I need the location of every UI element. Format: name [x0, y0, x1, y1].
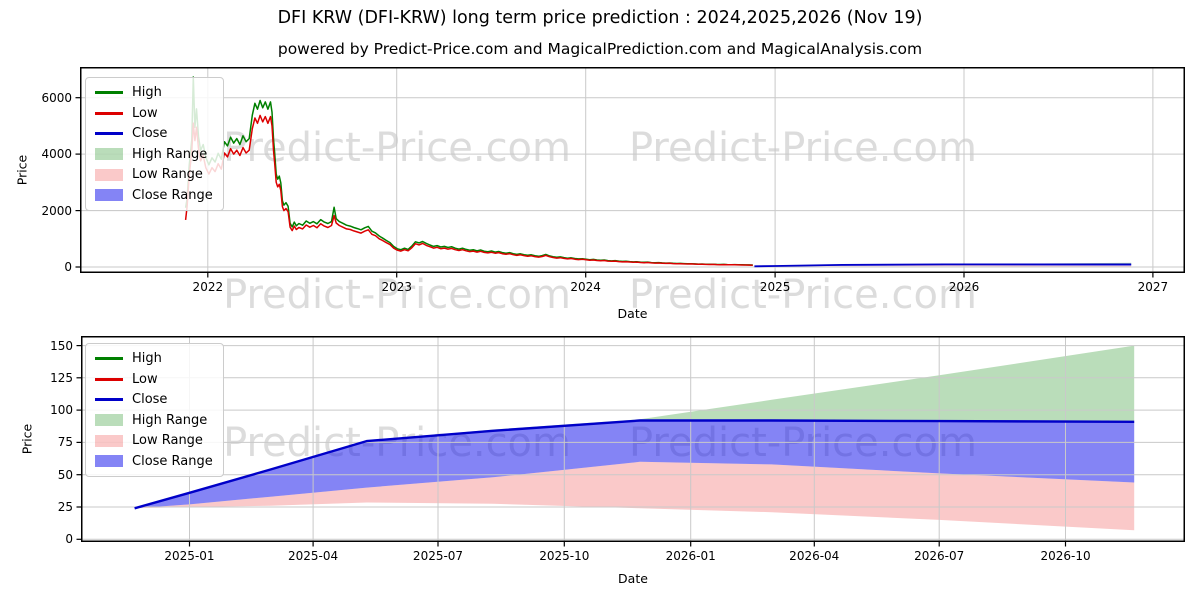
y-axis-label: Price: [19, 423, 35, 455]
price-history-chart: [75, 67, 1185, 278]
chart-powered-by-subtitle: powered by Predict-Price.com and Magical…: [277, 40, 923, 58]
x-tick-label: 2025-01: [164, 549, 215, 563]
legend-item-high: High: [95, 351, 213, 366]
low-range-fill: [134, 461, 1135, 531]
high-range-fill: [134, 345, 1135, 509]
y-tick-label: 25: [57, 499, 73, 514]
y-tick-label: 100: [50, 403, 73, 418]
legend-line-swatch: [95, 111, 123, 115]
legend-item-low: Low: [95, 106, 213, 121]
y-tick-label: 75: [57, 435, 73, 450]
x-tick-label: 2025-07: [412, 549, 464, 563]
legend-item-high-range: High Range: [95, 413, 213, 428]
legend-label: Close: [132, 126, 168, 141]
y-tick-label: 2000: [41, 203, 72, 218]
legend-patch-swatch: [95, 414, 123, 426]
x-tick-label: 2022: [192, 280, 224, 294]
legend-patch-swatch: [95, 434, 123, 447]
legend-item-low: Low: [95, 372, 213, 387]
close-line: [754, 263, 1132, 268]
x-axis-label: Date: [617, 306, 648, 321]
x-tick-label: 2027: [1137, 280, 1169, 294]
legend-item-close: Close: [95, 126, 213, 141]
chart-title: DFI KRW (DFI-KRW) long term price predic…: [277, 8, 923, 28]
x-tick-label: 2026-01: [665, 549, 716, 563]
x-tick-label: 2025-04: [287, 549, 339, 563]
y-tick-label: 0: [65, 532, 73, 547]
legend-patch-swatch: [95, 455, 123, 467]
legend-label: High Range: [132, 412, 208, 428]
y-tick-label: 150: [50, 338, 73, 353]
close-line: [134, 419, 1135, 510]
y-tick-label: 6000: [41, 90, 72, 105]
plot-border: [81, 336, 1185, 542]
x-tick-label: 2026: [948, 280, 980, 294]
legend-patch-swatch: [95, 189, 123, 201]
x-tick-label: 2026-04: [789, 549, 840, 563]
legend-patch-swatch: [95, 148, 123, 160]
legend-label: Close Range: [132, 187, 213, 203]
legend-item-low-range: Low Range: [95, 167, 213, 182]
legend-label: Low Range: [132, 167, 203, 182]
legend-label: Low: [132, 371, 158, 387]
x-tick-label: 2026-07: [914, 549, 965, 563]
watermark-text: Predict-Price.com: [223, 272, 571, 318]
plot-border: [80, 67, 1185, 273]
x-tick-label: 2025-10: [539, 549, 590, 563]
price-forecast-chart: [76, 336, 1185, 547]
low-line: [184, 114, 753, 267]
legend-label: Close Range: [132, 453, 213, 469]
legend-label: Close: [132, 392, 168, 407]
legend-item-high-range: High Range: [95, 147, 213, 162]
legend-label: Low: [132, 105, 158, 121]
legend-item-close: Close: [95, 392, 213, 407]
legend-item-low-range: Low Range: [95, 433, 213, 448]
legend: High Low Close High Range Low Range Close Ran…: [85, 77, 224, 211]
legend-line-swatch: [95, 377, 123, 381]
high-line: [184, 76, 753, 266]
watermark-row: Predict-Price.com Predict-Price.com: [0, 272, 1200, 318]
legend-item-close-range: Close Range: [95, 188, 213, 203]
legend-line-swatch: [95, 357, 123, 360]
legend-label: Low Range: [132, 433, 203, 448]
y-tick-label: 4000: [41, 147, 72, 162]
legend-patch-swatch: [95, 168, 123, 181]
x-tick-label: 2023: [381, 280, 413, 294]
legend-item-close-range: Close Range: [95, 454, 213, 469]
y-axis-label: Price: [14, 154, 30, 186]
x-tick-label: 2026-10: [1040, 549, 1091, 563]
x-tick-label: 2024: [570, 280, 601, 294]
y-tick-label: 0: [64, 260, 72, 275]
legend-item-high: High: [95, 85, 213, 100]
y-tick-label: 50: [57, 467, 73, 482]
legend: High Low Close High Range Low Range Close Ran…: [85, 343, 224, 477]
legend-label: High: [132, 351, 162, 366]
y-tick-label: 125: [50, 370, 73, 385]
legend-label: High Range: [132, 146, 208, 162]
legend-line-swatch: [95, 132, 123, 135]
low-range-fill: [754, 265, 1132, 267]
x-axis-label: Date: [618, 571, 648, 586]
legend-line-swatch: [95, 91, 123, 94]
watermark-text: Predict-Price.com: [629, 272, 977, 318]
legend-line-swatch: [95, 398, 123, 401]
x-tick-label: 2025: [759, 280, 791, 294]
legend-label: High: [132, 85, 162, 100]
